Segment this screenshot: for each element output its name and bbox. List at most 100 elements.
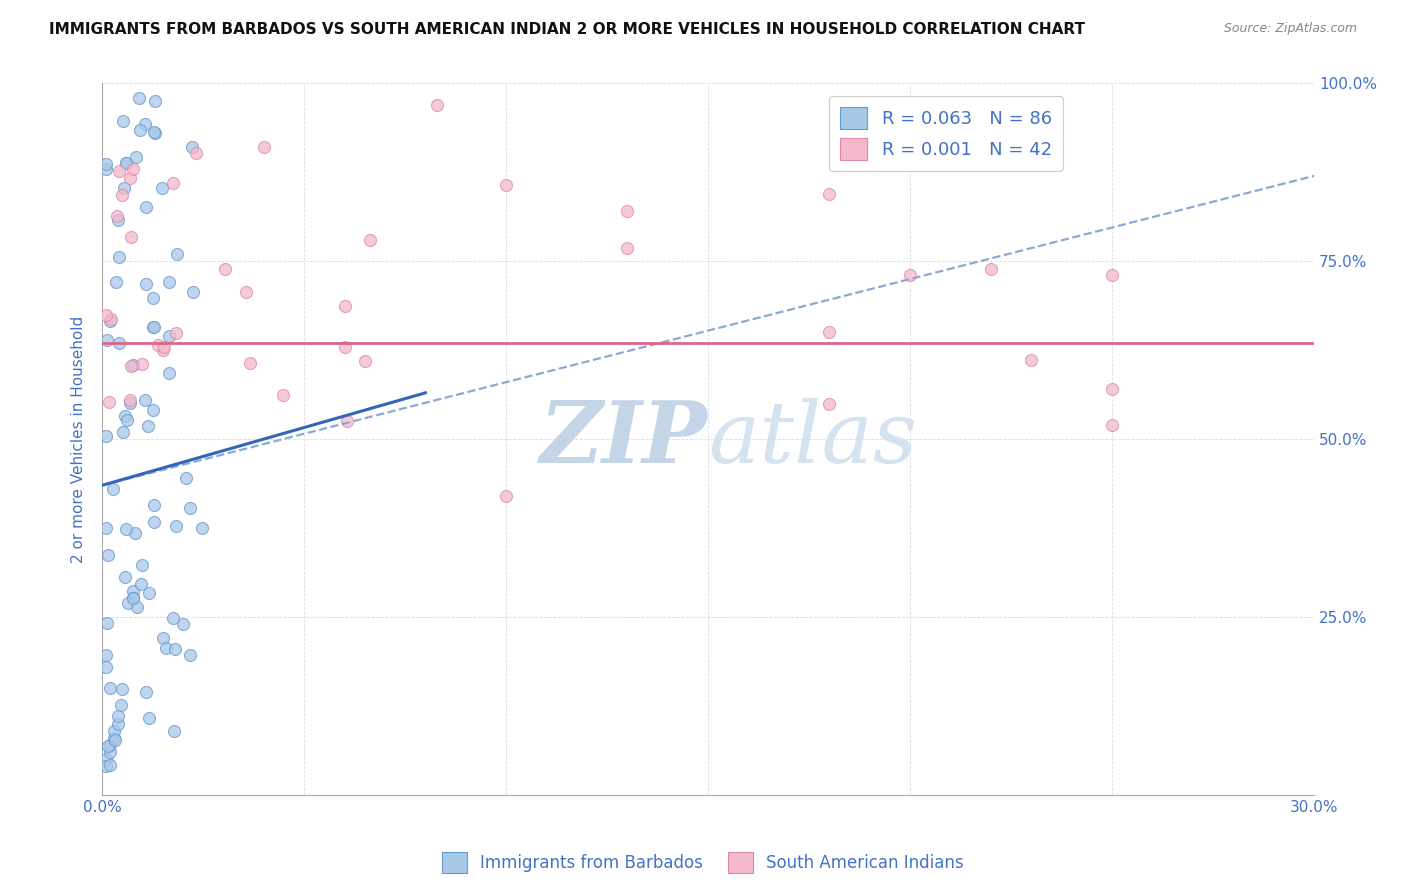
- Point: [120, 229, 142, 244]
- Point: [122, 591, 145, 606]
- Point: [98, 745, 121, 759]
- Point: [166, 246, 188, 260]
- Point: [96, 521, 118, 535]
- Point: [96, 648, 118, 662]
- Point: [162, 610, 184, 624]
- Point: [98, 314, 121, 328]
- Point: [163, 723, 186, 738]
- Point: [1021, 352, 1043, 367]
- Point: [120, 393, 142, 408]
- Point: [108, 250, 131, 264]
- Point: [111, 187, 134, 202]
- Point: [134, 117, 156, 131]
- Point: [131, 357, 153, 371]
- Point: [157, 329, 180, 343]
- Point: [103, 723, 125, 738]
- Text: atlas: atlas: [709, 398, 917, 481]
- Point: [1101, 417, 1123, 432]
- Point: [112, 113, 135, 128]
- Point: [181, 285, 204, 299]
- Point: [898, 268, 921, 282]
- Point: [333, 299, 356, 313]
- Point: [155, 641, 177, 656]
- Point: [181, 140, 204, 154]
- Point: [980, 262, 1002, 277]
- Point: [96, 333, 118, 347]
- Point: [138, 585, 160, 599]
- Point: [98, 681, 121, 695]
- Text: IMMIGRANTS FROM BARBADOS VS SOUTH AMERICAN INDIAN 2 OR MORE VEHICLES IN HOUSEHOL: IMMIGRANTS FROM BARBADOS VS SOUTH AMERIC…: [49, 22, 1085, 37]
- Point: [117, 596, 139, 610]
- Text: Source: ZipAtlas.com: Source: ZipAtlas.com: [1223, 22, 1357, 36]
- Point: [98, 738, 121, 752]
- Point: [96, 308, 118, 322]
- Point: [818, 186, 841, 201]
- Point: [165, 326, 187, 341]
- Point: [135, 277, 157, 291]
- Point: [616, 204, 638, 219]
- Point: [125, 599, 148, 614]
- Point: [138, 711, 160, 725]
- Point: [96, 615, 118, 630]
- Point: [121, 161, 143, 176]
- Legend: Immigrants from Barbados, South American Indians: Immigrants from Barbados, South American…: [436, 846, 970, 880]
- Point: [426, 97, 449, 112]
- Point: [107, 336, 129, 351]
- Point: [114, 570, 136, 584]
- Point: [114, 181, 136, 195]
- Point: [96, 659, 118, 673]
- Point: [110, 698, 132, 712]
- Point: [253, 140, 276, 154]
- Point: [143, 320, 166, 334]
- Point: [176, 471, 198, 485]
- Point: [142, 498, 165, 512]
- Point: [105, 275, 128, 289]
- Point: [118, 170, 141, 185]
- Point: [111, 681, 134, 696]
- Point: [115, 523, 138, 537]
- Point: [157, 275, 180, 289]
- Point: [134, 393, 156, 408]
- Point: [115, 413, 138, 427]
- Point: [131, 576, 153, 591]
- Point: [142, 402, 165, 417]
- Point: [122, 591, 145, 605]
- Point: [150, 181, 173, 195]
- Point: [103, 483, 125, 497]
- Point: [495, 178, 517, 193]
- Point: [115, 156, 138, 170]
- Point: [98, 758, 121, 772]
- Point: [135, 685, 157, 699]
- Point: [142, 291, 165, 305]
- Point: [818, 396, 841, 410]
- Point: [333, 340, 356, 354]
- Point: [353, 354, 375, 368]
- Point: [179, 648, 201, 662]
- Point: [163, 642, 186, 657]
- Point: [120, 396, 142, 410]
- Point: [107, 709, 129, 723]
- Point: [96, 161, 118, 176]
- Point: [135, 201, 157, 215]
- Point: [143, 94, 166, 108]
- Point: [191, 521, 214, 535]
- Point: [157, 366, 180, 380]
- Point: [107, 212, 129, 227]
- Point: [152, 631, 174, 645]
- Point: [100, 311, 122, 326]
- Point: [336, 413, 359, 427]
- Point: [98, 395, 121, 409]
- Point: [1101, 268, 1123, 282]
- Legend: R = 0.063   N = 86, R = 0.001   N = 42: R = 0.063 N = 86, R = 0.001 N = 42: [830, 96, 1063, 170]
- Point: [165, 519, 187, 533]
- Point: [124, 150, 146, 164]
- Point: [104, 733, 127, 747]
- Point: [120, 359, 142, 373]
- Point: [162, 176, 184, 190]
- Point: [103, 731, 125, 745]
- Point: [179, 500, 201, 515]
- Point: [129, 123, 152, 137]
- Point: [128, 91, 150, 105]
- Point: [616, 241, 638, 255]
- Point: [143, 125, 166, 139]
